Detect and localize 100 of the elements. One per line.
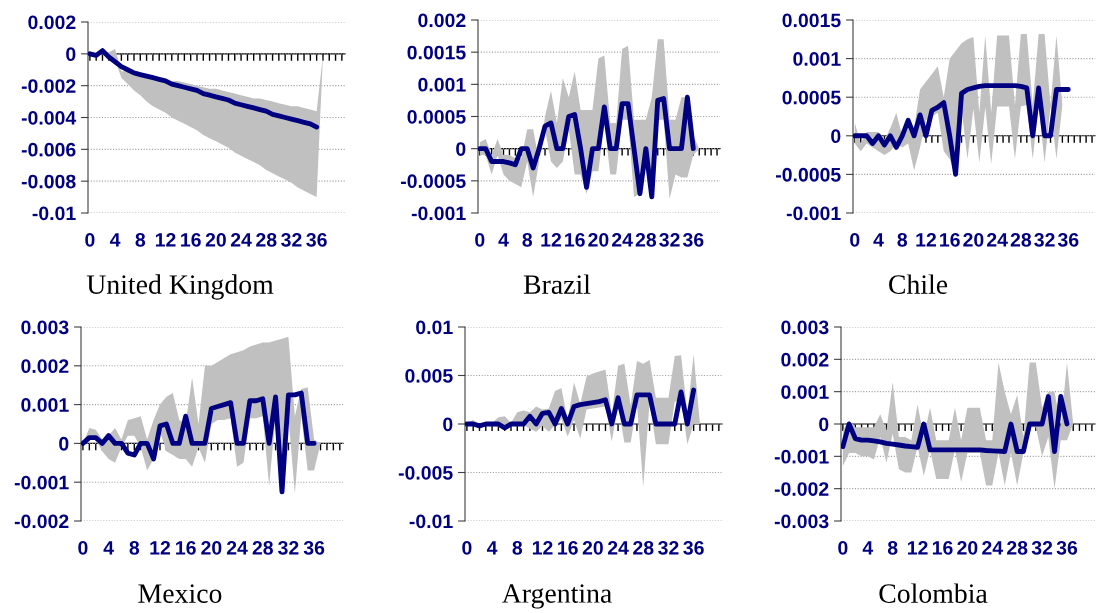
text: Chile <box>889 274 948 294</box>
x-tick-label: 8 <box>129 540 140 555</box>
x-tick-label: 8 <box>135 232 146 247</box>
x-tick-label: 24 <box>226 540 248 555</box>
line-series <box>88 48 320 130</box>
x-tick-label: 20 <box>963 232 984 247</box>
x-tick-label: 16 <box>558 540 578 555</box>
text: United Kingdom <box>86 274 274 300</box>
x-tick-label: 16 <box>940 232 960 247</box>
x-tick-label: 12 <box>155 232 176 247</box>
y-tick-label: 0.002 <box>21 359 69 374</box>
x-tick-label: 16 <box>176 540 196 555</box>
x-tick-label: 4 <box>486 541 498 555</box>
y-tick-label: 0.003 <box>21 320 69 335</box>
x-tick-label: 16 <box>932 540 953 555</box>
line-series <box>81 390 317 495</box>
y-tick-label: -0.001 <box>411 206 466 221</box>
x-tick-label: 24 <box>230 232 252 247</box>
x-tick-label: 28 <box>256 232 277 247</box>
x-tick-label: 16 <box>565 232 585 247</box>
x-tick-label: 28 <box>633 540 654 555</box>
line-series <box>478 94 696 200</box>
y-tick-label: 0.0015 <box>407 45 466 60</box>
x-tick-label: 20 <box>957 540 978 555</box>
y-tick-label: 0 <box>443 417 453 432</box>
y-tick-label: 0 <box>456 142 466 156</box>
line-series <box>465 387 697 431</box>
x-tick-label: 28 <box>1007 540 1028 555</box>
x-tick-label: 4 <box>498 233 509 247</box>
y-tick-label: 0.0015 <box>782 13 841 28</box>
y-tick-label: 0.001 <box>21 398 69 412</box>
x-tick-label: 20 <box>205 232 226 247</box>
y-tick-label: -0.002 <box>14 514 69 529</box>
y-tick-label: 0 <box>831 129 841 144</box>
x-tick-label: 32 <box>658 540 679 555</box>
x-tick-label: 0 <box>85 232 95 247</box>
y-tick-label: -0.002 <box>774 482 829 496</box>
x-tick-label: 32 <box>281 232 302 247</box>
x-tick-label: 20 <box>588 232 609 247</box>
x-tick-label: 28 <box>635 232 657 247</box>
x-tick-label: 24 <box>607 540 629 555</box>
x-tick-label: 32 <box>659 232 680 247</box>
x-tick-label: 28 <box>1010 232 1032 247</box>
y-tick-label: 0.001 <box>781 385 829 399</box>
x-tick-label: 36 <box>1057 232 1079 247</box>
y-tick-label: 0 <box>66 47 76 62</box>
line-series <box>853 83 1071 177</box>
y-tick-label: 0.002 <box>28 15 76 30</box>
x-tick-label: 24 <box>986 232 1008 247</box>
text: Argentina <box>501 584 612 609</box>
x-tick-label: 36 <box>303 540 325 555</box>
x-tick-label: 32 <box>278 540 299 555</box>
y-tick-label: -0.005 <box>398 465 453 480</box>
x-tick-label: 32 <box>1031 540 1053 555</box>
y-tick-label: 0.003 <box>781 320 829 335</box>
x-tick-label: 24 <box>611 232 633 247</box>
y-tick-label: -0.004 <box>21 110 77 125</box>
x-tick-label: 12 <box>916 232 936 247</box>
x-tick-label: 4 <box>103 541 114 555</box>
x-tick-label: 24 <box>982 540 1003 555</box>
x-tick-label: 36 <box>682 232 704 247</box>
y-tick-label: 0.005 <box>405 368 453 383</box>
y-tick-label: 0.002 <box>418 13 466 28</box>
x-tick-label: 36 <box>683 540 704 555</box>
y-tick-label: -0.0005 <box>401 174 466 189</box>
y-tick-label: 0 <box>819 417 829 432</box>
x-tick-label: 0 <box>850 232 860 247</box>
y-tick-label: 0.0005 <box>782 90 841 105</box>
x-tick-label: 0 <box>475 232 485 247</box>
x-tick-label: 12 <box>907 540 928 555</box>
x-tick-label: 12 <box>532 540 553 555</box>
x-tick-label: 8 <box>887 540 898 555</box>
y-tick-label: -0.008 <box>21 174 76 189</box>
y-tick-label: -0.001 <box>774 449 829 464</box>
x-tick-label: 4 <box>109 233 121 247</box>
x-tick-label: 4 <box>862 541 874 555</box>
y-tick-label: 0.001 <box>418 77 466 92</box>
y-tick-label: -0.006 <box>21 142 76 157</box>
text: Mexico <box>138 584 222 603</box>
y-tick-label: -0.0005 <box>776 167 841 182</box>
y-tick-label: -0.01 <box>32 206 76 221</box>
y-tick-label: -0.001 <box>786 206 841 221</box>
x-tick-label: 8 <box>522 232 533 247</box>
x-tick-label: 20 <box>582 540 603 555</box>
y-tick-label: 0.01 <box>416 320 453 335</box>
text: Brazil <box>523 274 591 294</box>
y-tick-label: 0.001 <box>793 52 841 66</box>
x-tick-label: 12 <box>150 540 171 555</box>
x-tick-label: 12 <box>541 232 561 247</box>
y-tick-label: -0.003 <box>774 514 829 529</box>
text: Colombia <box>879 583 988 603</box>
x-tick-label: 8 <box>512 540 523 555</box>
x-tick-label: 8 <box>897 232 908 247</box>
y-tick-label: 0.002 <box>781 352 829 367</box>
y-tick-label: 0 <box>59 436 69 451</box>
line-series <box>841 394 1070 454</box>
y-tick-label: -0.001 <box>14 475 69 490</box>
y-tick-label: -0.002 <box>21 79 76 93</box>
x-tick-label: 4 <box>873 233 884 247</box>
x-tick-label: 36 <box>1056 540 1078 555</box>
